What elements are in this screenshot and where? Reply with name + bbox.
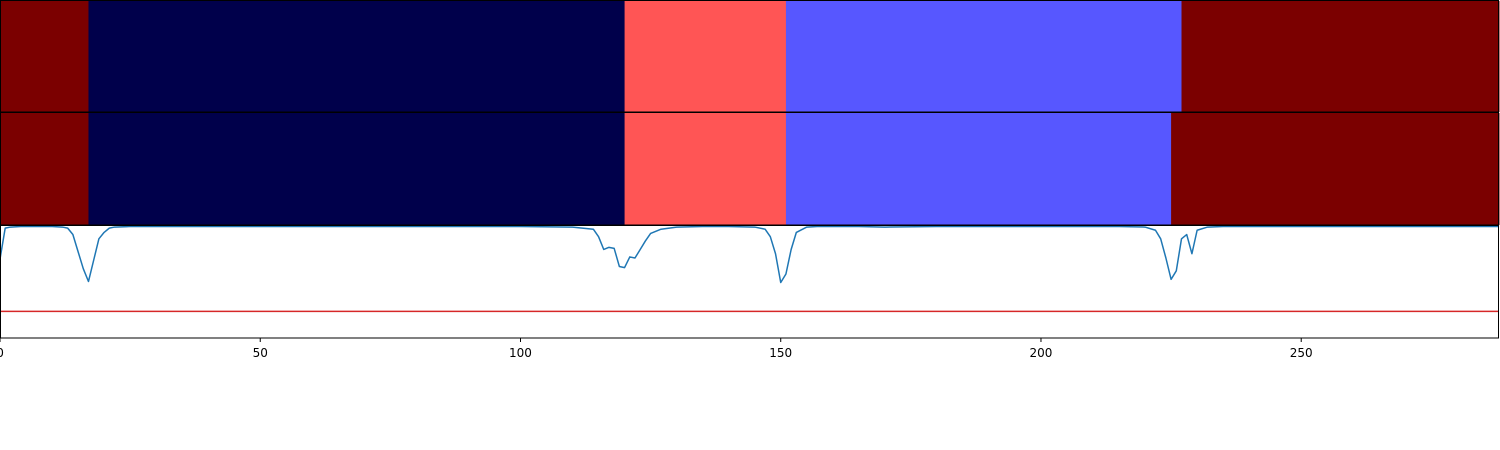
x-tick-label: 200	[1030, 346, 1053, 360]
x-tick-label: 150	[769, 346, 792, 360]
heatmap-panel-top	[0, 0, 1500, 113]
heatmap-segment	[0, 113, 89, 225]
heatmap-segment	[88, 1, 626, 112]
heatmap-panel-middle	[0, 112, 1500, 226]
heatmap-segment	[1181, 1, 1500, 112]
heatmap-segment	[785, 113, 1172, 225]
heatmap-segment	[0, 1, 89, 112]
heatmap-segment	[624, 113, 787, 225]
plot-background	[0, 226, 1499, 338]
x-tick-label: 250	[1290, 346, 1313, 360]
heatmap-segment	[624, 1, 787, 112]
heatmap-segment	[88, 113, 626, 225]
line-panel-bottom: 0 50 100 150 200 250	[0, 225, 1499, 360]
x-tick-label: 0	[0, 346, 4, 360]
series-line-blue	[0, 226, 1499, 284]
x-tick-label: 100	[509, 346, 532, 360]
heatmap-segment	[1171, 113, 1500, 225]
line-plot-frame	[0, 225, 1499, 339]
x-tick-label: 50	[253, 346, 268, 360]
heatmap-segment	[785, 1, 1183, 112]
